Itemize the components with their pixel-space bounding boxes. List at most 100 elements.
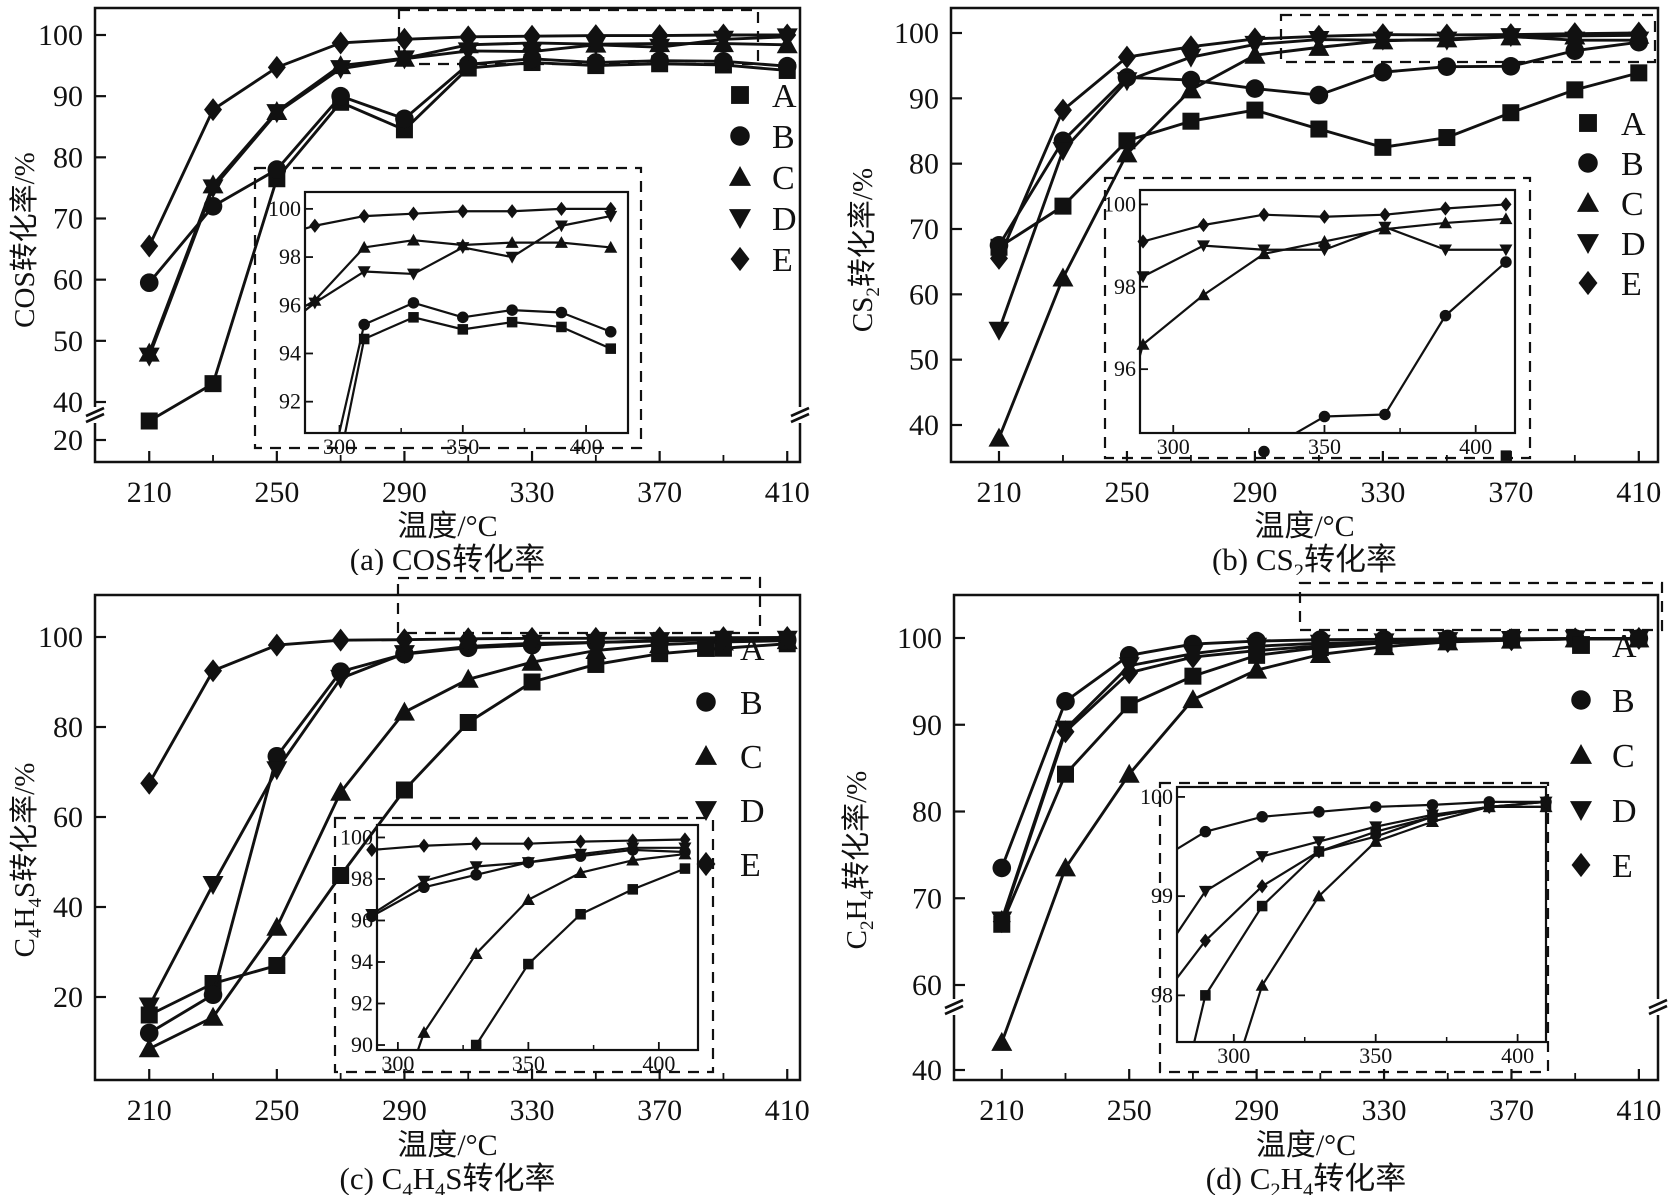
series-E [989,21,1648,270]
inset-y-tick-label: 98 [1151,982,1173,1007]
x-tick-label: 410 [1616,476,1661,509]
inset-series-E-marker [1199,933,1211,948]
y-tick-label: 60 [53,801,83,834]
legend-item-B: B [1578,146,1644,183]
inset-d: 98 99 100 300 350 400 [1140,784,1553,1068]
inset-a: 92 94 96 98 100 300 350 400 [268,190,630,459]
inset-series-E-marker [627,833,639,848]
series-A-marker [204,375,222,393]
chart-svg-d: 40 60 70 80 90 100 210 250 290 330 370 410 98 99 100 30… [840,581,1668,1200]
inset-series-E-marker [1439,201,1452,216]
inset-series-B-marker [1379,408,1391,421]
inset-series-D-marker [505,251,519,264]
series-E-marker [1501,23,1520,47]
inset-series-E-marker [1426,809,1439,824]
inset-dashed-rect [333,816,715,1074]
series-C-marker [1246,659,1268,679]
x-axis-ticks: 210 250 290 330 370 410 [127,451,810,509]
legend-circle-icon [1571,690,1591,710]
inset-series-D-marker [1499,244,1513,257]
inset-series-E-marker [366,842,378,858]
y-tick-label: 80 [909,148,939,181]
inset-y-tick-label: 92 [279,389,301,414]
legend-label-B: B [1612,683,1635,720]
legend-triangle-down-icon [694,801,718,822]
series-E-marker [1247,639,1266,663]
x-tick-label: 330 [510,476,555,509]
series-E-marker [586,626,605,650]
inset-series-D-marker [1317,244,1331,257]
y-tick-label: 90 [909,82,939,115]
inset-series-C-marker [574,866,588,879]
inset-series-D-marker [1196,240,1211,253]
x-tick-label: 370 [637,476,682,509]
inset-x-tick-label: 300 [323,434,356,459]
legend-label-A: A [772,78,797,115]
series-C-marker [138,1038,160,1058]
legend-item-A: A [1572,628,1637,665]
series-D-marker [202,876,224,895]
inset-series-D-marker [417,875,431,888]
legend-label-B: B [1621,146,1644,183]
series-C-marker [1180,79,1202,99]
axis-break-slash [85,406,105,418]
legend-item-D: D [728,201,797,238]
inset-b: 96 98 100 300 350 400 [1103,188,1517,461]
inset-series-E [366,832,691,858]
inset-series-B-marker [457,311,469,324]
inset-series-B [1258,256,1512,458]
series-E-marker [1311,634,1330,658]
legend-triangle-down-icon [1569,801,1593,822]
legend-item-D: D [694,793,765,830]
series-A-marker [587,655,605,673]
inset-series-D-marker [1438,244,1452,257]
series-main [988,21,1650,447]
panel-b-cs2-conversion: 40 50 60 70 80 90 100 210 250 290 330 370 410 96 98 100… [836,0,1672,582]
series-E-marker [778,23,797,47]
series-D-marker [330,60,352,80]
inset-series-B-marker [1258,445,1270,458]
y-tick-label: 100 [894,17,939,50]
inset-series-C-marker [1136,337,1150,350]
y-tick-label: 70 [909,213,939,246]
inset-series-A [1500,450,1512,461]
x-tick-label: 290 [382,1094,427,1127]
legend-item-C: C [1576,186,1644,223]
inset-series-D-marker [626,842,640,855]
series-C-marker [202,1006,224,1026]
inset-series-E-marker [506,204,518,219]
inset-y-tick-label: 99 [1151,883,1173,908]
legend-item-A: A [731,78,797,115]
series-E-marker [1056,720,1075,744]
inset-series-A-marker [408,312,419,323]
y-tick-label: 40 [909,409,939,442]
inset-series-E-marker [1500,197,1512,212]
y-tick-label: 100 [38,19,83,52]
inset-series-B-marker [1500,256,1512,268]
panel-caption: (d) C2H4转化率 [1206,1161,1406,1195]
x-tick-label: 250 [1107,1094,1152,1127]
panel-d-c2h4-conversion: 40 60 70 80 90 100 210 250 290 330 370 410 98 99 100 30… [836,575,1672,1200]
axis-break-mark [1648,998,1668,1016]
series-E-marker [1181,35,1200,59]
y-tick-label: 80 [53,711,83,744]
x-axis-ticks: 210 250 290 330 370 410 [976,451,1661,509]
inset-y-tick-label: 94 [351,949,373,974]
x-tick-label: 330 [510,1094,555,1127]
x-tick-label: 210 [979,1094,1024,1127]
legend-triangle-down-icon [728,209,752,230]
legend-diamond-icon [696,851,716,877]
series-E-marker [778,625,797,649]
inset-series-A-marker [679,863,691,874]
inset-series-D-marker [1198,885,1212,898]
inset-x-tick-label: 350 [1359,1043,1392,1068]
series-main [991,626,1650,1051]
legend-item-B: B [1571,683,1635,720]
y-tick-label: 60 [912,969,942,1002]
inset-series-D-marker [604,210,618,223]
inset-series-B [338,297,617,433]
y-axis-ticks: 20 40 50 60 70 80 90 100 [38,19,106,457]
legend-triangle-up-icon [1576,191,1600,212]
series-D-marker [266,761,288,781]
